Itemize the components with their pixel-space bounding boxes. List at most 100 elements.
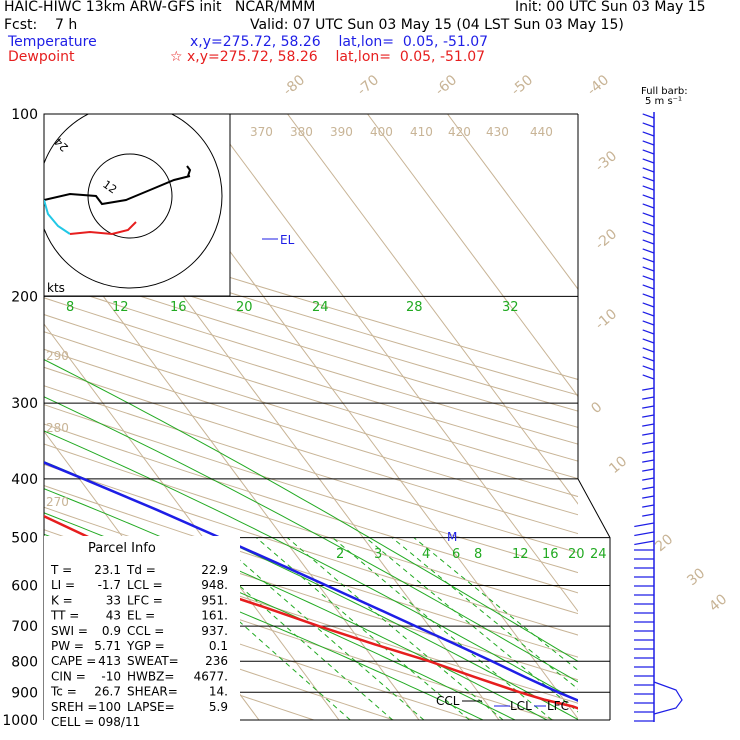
isotherm-label: -30 bbox=[592, 148, 620, 175]
lcl-marker: LCL bbox=[510, 699, 532, 713]
wind-barb bbox=[642, 131, 655, 137]
wind-barb bbox=[642, 302, 655, 308]
hodograph-frame bbox=[43, 113, 231, 297]
moist-adiabat bbox=[44, 460, 578, 720]
parcel-field-name: SREH = bbox=[51, 700, 97, 714]
parcel-field-name: T = bbox=[50, 563, 72, 577]
mixing-ratio-label: 16 bbox=[542, 547, 559, 562]
wind-barb bbox=[642, 311, 655, 317]
wind-barb bbox=[642, 356, 655, 362]
parcel-field-value: 413 bbox=[98, 654, 121, 668]
wind-barb bbox=[642, 140, 655, 146]
parcel-field-value: 5.71 bbox=[94, 639, 121, 653]
parcel-field-value: 5.9 bbox=[209, 700, 228, 714]
wind-barb bbox=[642, 432, 655, 436]
parcel-field-name: CIN = bbox=[51, 669, 86, 683]
wind-barb bbox=[634, 522, 655, 528]
isotherm-label: 30 bbox=[684, 565, 708, 589]
pressure-label-1000: 1000 bbox=[2, 713, 38, 729]
wind-barb bbox=[642, 221, 655, 227]
el-marker: EL bbox=[280, 233, 295, 247]
parcel-field-name: CAPE = bbox=[51, 654, 96, 668]
pressure-label-600: 600 bbox=[11, 579, 38, 595]
parcel-field-name: LCL = bbox=[127, 578, 163, 592]
pressure-label-400: 400 bbox=[11, 472, 38, 488]
isotherm-line bbox=[287, 114, 578, 505]
parcel-field-name: SWEAT= bbox=[127, 654, 179, 668]
pressure-axis-labels: 100 200 300 400 500 600 700 800 900 1000 bbox=[2, 107, 38, 729]
mixing-ratio-line bbox=[413, 537, 578, 671]
isotherm-label: -20 bbox=[592, 226, 620, 253]
parcel-field-value: 0.1 bbox=[209, 639, 228, 653]
wind-barb bbox=[642, 414, 655, 418]
parcel-field-value: 43 bbox=[106, 609, 121, 623]
moist-adiabat bbox=[44, 488, 548, 720]
pressure-label-800: 800 bbox=[11, 654, 38, 670]
wind-barb bbox=[642, 477, 655, 481]
wind-barb bbox=[642, 239, 655, 245]
wind-barb bbox=[642, 450, 655, 454]
mixing-ratio-line bbox=[286, 537, 504, 720]
parcel-info-title: Parcel Info bbox=[88, 541, 156, 556]
dry-adiabat bbox=[44, 297, 578, 462]
dry-adiabat bbox=[44, 348, 578, 516]
wind-barb bbox=[642, 158, 655, 164]
parcel-field-value: 948. bbox=[201, 578, 228, 592]
parcel-field-name: SWI = bbox=[51, 624, 88, 638]
parcel-field-value: 22.9 bbox=[201, 563, 228, 577]
dry-adiabat bbox=[44, 233, 578, 396]
isotherm-line bbox=[44, 323, 340, 720]
wind-barb bbox=[642, 504, 655, 508]
forecast-hour: Fcst: 7 h bbox=[4, 17, 78, 33]
dry-adiabat bbox=[44, 249, 578, 412]
moist-adiabat bbox=[44, 396, 578, 683]
dry-adiabat bbox=[44, 404, 578, 574]
parcel-field-value: 23.1 bbox=[94, 563, 121, 577]
mixing-ratio-lines bbox=[44, 359, 578, 720]
wind-barb-near-surface bbox=[653, 681, 683, 715]
dry-adiabat bbox=[44, 264, 578, 428]
mixing-ratio-line bbox=[255, 537, 470, 720]
isotherm-label: -70 bbox=[354, 72, 382, 99]
parcel-field-value: 161. bbox=[201, 609, 228, 623]
mixing-ratio-label: 2 bbox=[336, 547, 344, 562]
moist-adiabat-label: 20 bbox=[236, 300, 253, 315]
parcel-field-name: SHEAR= bbox=[127, 685, 178, 699]
mixing-ratio-label: 24 bbox=[590, 547, 607, 562]
wind-barb bbox=[642, 266, 655, 272]
hodograph-trace-lower bbox=[44, 199, 71, 235]
moist-adiabat-label: 32 bbox=[502, 300, 519, 315]
parcel-field-value: -1.7 bbox=[98, 578, 121, 592]
wind-barb bbox=[634, 540, 655, 546]
theta-label: 370 bbox=[250, 125, 273, 139]
dry-adiabat bbox=[44, 423, 578, 594]
parcel-field-value: 937. bbox=[201, 624, 228, 638]
wind-barb bbox=[642, 320, 655, 326]
valid-time: Valid: 07 UTC Sun 03 May 15 (04 LST Sun … bbox=[250, 17, 624, 33]
theta-label: 430 bbox=[486, 125, 509, 139]
ccl-marker: CCL bbox=[436, 694, 460, 708]
wind-barb bbox=[642, 338, 655, 344]
moist-adiabat-label: 16 bbox=[170, 300, 187, 315]
wind-barb bbox=[642, 275, 655, 281]
parcel-field-name: HWBZ= bbox=[127, 669, 174, 683]
parcel-field-name: LAPSE= bbox=[127, 700, 175, 714]
mixing-ratio-label: 20 bbox=[568, 547, 585, 562]
wind-barb bbox=[642, 486, 655, 490]
parcel-field-name: CCL = bbox=[127, 624, 164, 638]
dry-adiabat bbox=[44, 280, 578, 445]
wind-barb bbox=[642, 185, 655, 191]
pressure-label-100: 100 bbox=[11, 107, 38, 123]
wind-barb bbox=[642, 387, 655, 391]
isotherm-label: -40 bbox=[584, 72, 612, 99]
isotherm-label: -80 bbox=[280, 72, 308, 99]
wind-barb bbox=[642, 167, 655, 173]
parcel-field-name: Td = bbox=[126, 563, 156, 577]
dry-adiabat bbox=[44, 218, 578, 380]
moist-adiabat-label: 28 bbox=[406, 300, 423, 315]
parcel-field-name: LFC = bbox=[127, 593, 163, 607]
parcel-field-value: -10 bbox=[101, 669, 121, 683]
wind-barb bbox=[642, 329, 655, 335]
moist-adiabat-label: 24 bbox=[312, 300, 329, 315]
